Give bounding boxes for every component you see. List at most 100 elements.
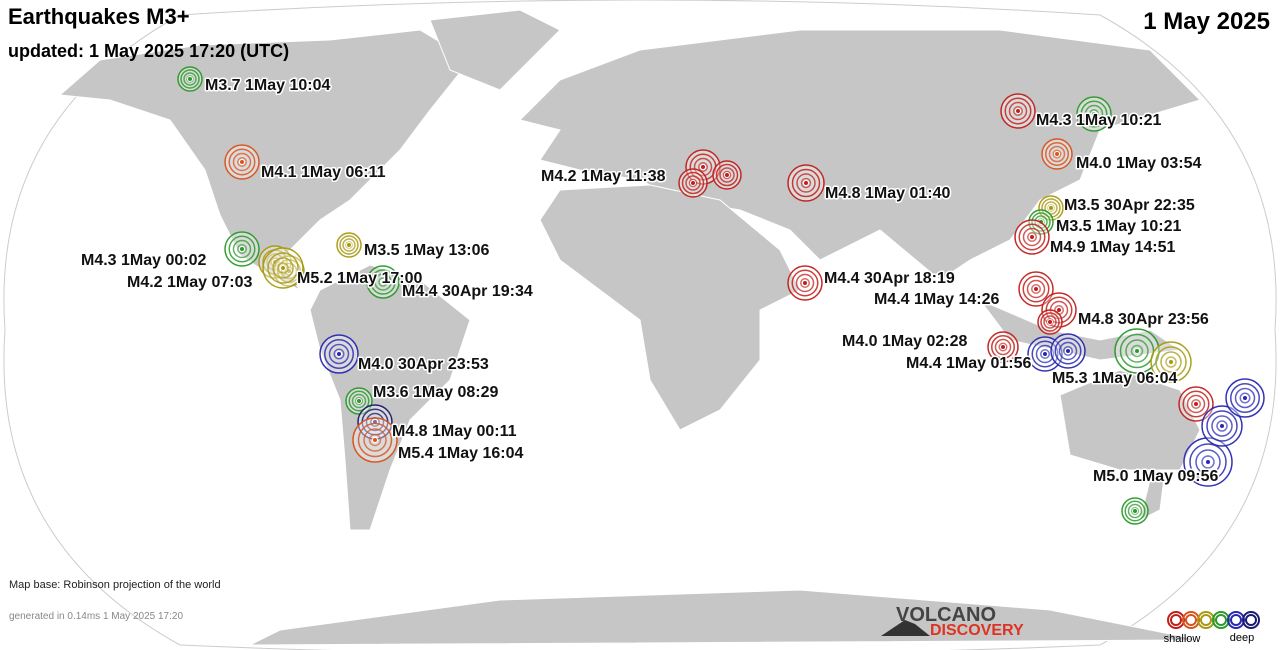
ring (1239, 392, 1251, 404)
labels: M3.7 1May 10:04 M4.1 1May 06:11 M4.2 1May … (80, 76, 1221, 487)
quake-marker (1000, 93, 1036, 129)
ring (333, 348, 345, 360)
quake-marker (224, 144, 260, 180)
center (1134, 348, 1140, 354)
ring (328, 343, 350, 365)
generated: generated in 0.14ms 1 May 2025 17:20 (9, 611, 183, 622)
ring (374, 273, 392, 291)
ring (232, 239, 252, 259)
quake-label: M4.0 1May 03:54 (1076, 155, 1202, 172)
quake-label: M3.7 1May 10:04 (205, 77, 331, 94)
logo-icon (881, 620, 930, 636)
legend-ring (1215, 614, 1227, 626)
ring (1186, 394, 1206, 414)
quake-marker (678, 168, 708, 198)
quake-label: M5.3 1May 06:04 (1052, 370, 1178, 387)
center (1000, 344, 1006, 350)
ring (791, 269, 819, 297)
ring (228, 148, 256, 176)
quake-label: M4.8 30Apr 23:56 (1078, 311, 1209, 328)
ring (681, 171, 705, 195)
ring (693, 157, 713, 177)
ring (1211, 415, 1233, 437)
quake-label: M5.4 1May 16:04 (398, 445, 524, 462)
ring (719, 167, 735, 183)
ring (1043, 315, 1057, 329)
quake-label: M4.1 1May 06:11 (261, 164, 386, 181)
ring (1206, 410, 1238, 442)
ring (277, 262, 289, 274)
quake-marker (712, 160, 742, 190)
ring (1234, 387, 1256, 409)
quake-label: M4.2 1May 11:38 (541, 168, 666, 185)
quake-label: M3.5 30Apr 22:35 (1064, 197, 1195, 214)
ring (339, 235, 359, 255)
quake-label: M5.2 1May 17:00 (297, 270, 423, 287)
ring (355, 397, 363, 405)
ring (1018, 223, 1046, 251)
ring (237, 244, 247, 254)
quake-marker (987, 331, 1019, 363)
center (1219, 423, 1225, 429)
quake-label: M3.5 1May 10:21 (1056, 218, 1182, 235)
ring (1022, 227, 1042, 247)
ring (180, 69, 200, 89)
ring (342, 238, 356, 252)
quake-label: M3.5 1May 13:06 (364, 242, 490, 259)
quake-marker (1114, 328, 1160, 374)
ring (1031, 284, 1041, 294)
depth-legend (1167, 611, 1260, 629)
ring (183, 72, 197, 86)
quake-marker (224, 231, 260, 267)
ring (1031, 340, 1059, 368)
quake-label: M4.4 1May 01:56 (906, 355, 1032, 372)
quake-label: M4.3 1May 10:21 (1036, 112, 1162, 129)
ring (1063, 346, 1073, 356)
quake-label: M4.4 1May 14:26 (874, 291, 1000, 308)
quake-marker (1183, 437, 1233, 487)
center (372, 437, 378, 443)
quake-label: M4.0 1May 02:28 (842, 333, 968, 350)
center (187, 76, 193, 82)
center (239, 159, 245, 165)
ring (698, 162, 708, 172)
ring (800, 177, 812, 189)
quake-label: M4.2 1May 07:03 (127, 274, 253, 291)
ring (1182, 390, 1210, 418)
quake-marker (1121, 497, 1149, 525)
center (1048, 205, 1054, 211)
center (280, 265, 286, 271)
ring (688, 178, 698, 188)
center (1091, 111, 1097, 117)
ring (1054, 337, 1082, 365)
ring (715, 163, 739, 187)
ring (1201, 455, 1215, 469)
quake-marker (1018, 271, 1054, 307)
legend-ring (1242, 611, 1260, 629)
center (1242, 395, 1248, 401)
center (356, 398, 362, 404)
quake-marker (1225, 378, 1265, 418)
ring (370, 269, 396, 295)
center (1056, 307, 1062, 313)
center (1029, 234, 1035, 240)
logo-top: VOLCANO (896, 604, 996, 626)
legend-shallow: shallow (1164, 633, 1201, 645)
ring (1008, 101, 1028, 121)
map-base: Map base: Robinson projection of the wor… (9, 579, 221, 591)
center (1033, 286, 1039, 292)
ring (1052, 149, 1062, 159)
quake-marker (177, 66, 203, 92)
quake-label: M4.4 30Apr 19:34 (402, 283, 533, 300)
ring (378, 277, 388, 287)
title: Earthquakes M3+ (8, 4, 190, 29)
ring (351, 393, 367, 409)
date: 1 May 2025 (1143, 8, 1270, 35)
center (336, 351, 342, 357)
quake-marker (336, 232, 362, 258)
legend-deep: deep (1230, 632, 1254, 644)
ring (1084, 104, 1104, 124)
ring (324, 339, 354, 369)
